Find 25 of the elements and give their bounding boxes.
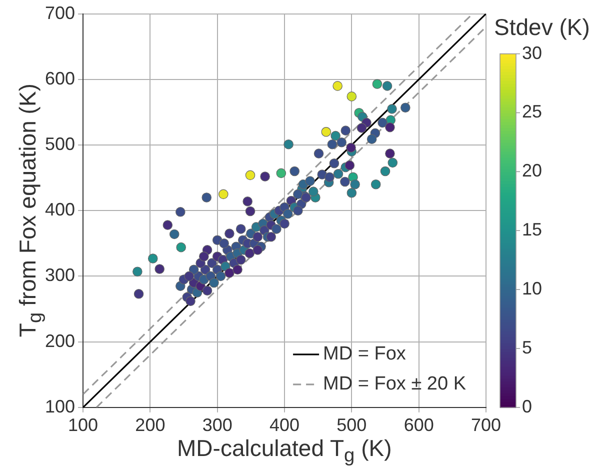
x-axis-title: MD-calculated T$_{g}$ (K) bbox=[177, 435, 392, 468]
x-tick-label: 100 bbox=[68, 415, 98, 436]
legend-label: MD = Fox bbox=[323, 344, 406, 365]
y-tick-label: 100 bbox=[44, 396, 76, 416]
x-tick-label: 500 bbox=[336, 415, 367, 436]
color-bar-label: 25 bbox=[522, 102, 542, 122]
y-tick-label: 700 bbox=[44, 2, 76, 23]
color-bar-label: 5 bbox=[522, 337, 532, 358]
y-tick-label: 500 bbox=[44, 134, 76, 154]
color-bar-label: 10 bbox=[522, 278, 542, 298]
color-bar-label: 0 bbox=[522, 396, 532, 416]
x-tick-label: 700 bbox=[470, 415, 502, 436]
y-tick-label: 600 bbox=[44, 68, 76, 88]
y-tick-label: 300 bbox=[44, 265, 76, 286]
x-tick-label: 600 bbox=[404, 415, 434, 436]
color-bar-label: 15 bbox=[522, 220, 542, 240]
x-tick-label: 200 bbox=[135, 415, 166, 436]
y-tick-label: 400 bbox=[44, 200, 76, 220]
x-tick-label: 400 bbox=[269, 415, 300, 436]
y-tick-label: 200 bbox=[44, 330, 76, 351]
color-bar-label: 30 bbox=[522, 42, 542, 63]
x-tick-label: 300 bbox=[202, 415, 232, 436]
legend-label: MD = Fox ± 20 K bbox=[323, 374, 466, 395]
color-bar-title: Stdev (K) bbox=[494, 14, 590, 41]
color-bar-label: 20 bbox=[522, 160, 542, 181]
